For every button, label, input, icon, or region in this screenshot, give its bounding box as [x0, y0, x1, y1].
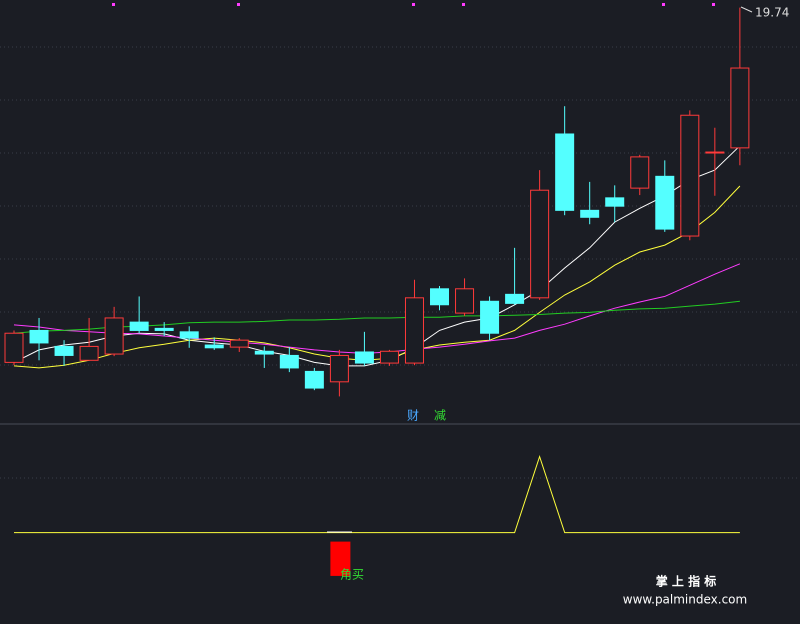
candle-body: [4, 332, 24, 363]
watermark-url: www.palmindex.com: [623, 593, 747, 607]
candle-body: [580, 209, 600, 218]
annotation: 减: [434, 409, 446, 423]
candle-body: [279, 354, 299, 369]
candle-body: [630, 156, 650, 189]
candle-body: [329, 354, 349, 383]
signal-label: 角买: [340, 568, 364, 582]
annotation: 财: [407, 409, 419, 423]
candle-body: [530, 189, 550, 299]
marker: [237, 3, 240, 6]
candle-body: [455, 288, 475, 314]
candle-body: [154, 327, 174, 331]
candle-body: [204, 344, 224, 349]
marker: [462, 3, 465, 6]
candle-body: [480, 300, 500, 334]
candle-body: [605, 197, 625, 207]
candle-body: [680, 114, 700, 237]
marker: [112, 3, 115, 6]
indicator-line: [14, 455, 740, 534]
candle-body: [430, 288, 450, 306]
candle-body: [655, 175, 675, 230]
candle-body: [29, 329, 49, 344]
candle-body: [54, 345, 74, 356]
candle-body: [79, 345, 99, 361]
candle-body: [129, 321, 149, 331]
candle-body: [354, 351, 374, 364]
marker: [412, 3, 415, 6]
ma-line: [13, 263, 741, 354]
top-markers: [112, 3, 715, 6]
grid: [0, 46, 800, 479]
candle-body: [705, 151, 725, 154]
ma-line: [13, 185, 741, 369]
candle-body: [379, 350, 399, 364]
marker: [712, 3, 715, 6]
marker: [662, 3, 665, 6]
candle-body: [104, 317, 124, 355]
candle-body: [254, 350, 274, 355]
high-label: 19.74: [755, 6, 789, 20]
candle-body: [730, 67, 750, 149]
candle-body: [555, 133, 575, 211]
signal-bar: [330, 541, 351, 576]
candle-body: [304, 370, 324, 389]
candle-body: [505, 293, 525, 304]
candle-body: [179, 331, 199, 339]
high-pointer: [740, 6, 753, 13]
watermark-title: 掌 上 指 标: [656, 574, 717, 589]
candle-body: [229, 339, 249, 348]
candle-body: [404, 297, 424, 364]
